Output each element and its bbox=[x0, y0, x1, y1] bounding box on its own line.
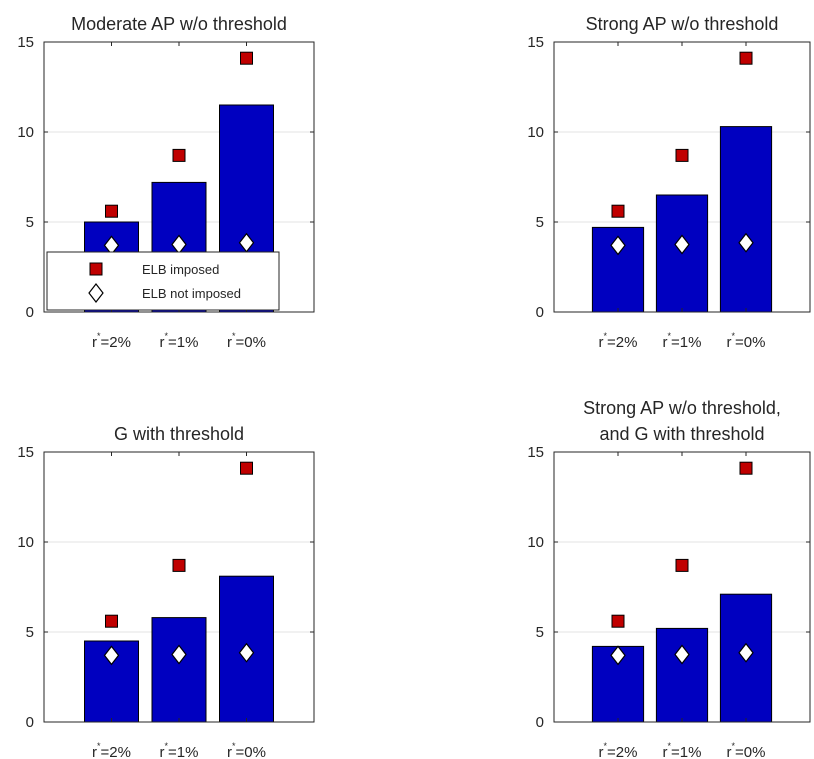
marker-elb-imposed bbox=[611, 614, 625, 628]
bar bbox=[151, 617, 207, 723]
chart-title: Strong AP w/o threshold bbox=[586, 14, 779, 34]
y-tick-label: 0 bbox=[26, 304, 34, 321]
chart-panel-3: 0 5 10 15 r*=2% r*=1% r*=0% G with threshold bbox=[17, 424, 315, 759]
marker-elb-imposed bbox=[675, 148, 689, 162]
y-tick-label: 0 bbox=[536, 714, 544, 731]
x-tick-label: r*=2% bbox=[92, 331, 131, 351]
marker-elb-not-imposed bbox=[610, 235, 626, 256]
y-tick-label: 0 bbox=[536, 304, 544, 321]
marker-elb-imposed bbox=[240, 51, 253, 65]
y-tick-label: 10 bbox=[527, 534, 544, 551]
legend: ELB imposed ELB not imposed bbox=[46, 251, 280, 311]
marker-elb-imposed bbox=[105, 204, 118, 218]
chart-title: Strong AP w/o threshold, bbox=[583, 398, 781, 418]
x-tick-label: r*=1% bbox=[663, 331, 702, 351]
y-tick-label: 15 bbox=[527, 444, 544, 461]
marker-elb-not-imposed bbox=[610, 645, 626, 666]
marker-elb-imposed bbox=[611, 204, 625, 218]
x-tick-label: r*=2% bbox=[599, 331, 638, 351]
chart-panel-2: 0 5 10 15 r*=2% r*=1% r*=0% Strong AP w/o thres… bbox=[527, 14, 811, 351]
bar bbox=[591, 226, 645, 313]
x-tick-label: r*=1% bbox=[160, 331, 199, 351]
y-tick-label: 10 bbox=[527, 124, 544, 141]
y-tick-label: 5 bbox=[536, 214, 544, 231]
x-tick-label: r*=0% bbox=[727, 741, 766, 759]
marker-elb-not-imposed bbox=[103, 645, 120, 666]
x-tick-label: r*=2% bbox=[92, 741, 131, 759]
legend-diamond-icon bbox=[88, 283, 104, 303]
x-tick-label: r*=1% bbox=[160, 741, 199, 759]
marker-elb-imposed bbox=[739, 51, 753, 65]
marker-elb-not-imposed bbox=[738, 642, 754, 663]
y-tick-label: 10 bbox=[17, 534, 34, 551]
x-tick-label: r*=1% bbox=[663, 741, 702, 759]
y-tick-label: 15 bbox=[17, 34, 34, 51]
y-tick-label: 5 bbox=[26, 624, 34, 641]
y-tick-label: 15 bbox=[17, 444, 34, 461]
y-tick-label: 15 bbox=[527, 34, 544, 51]
chart-panel-1: 0 5 10 15 r*=2% r*=1% r*=0% Moderate AP w/o thr… bbox=[17, 14, 315, 351]
y-tick-label: 0 bbox=[26, 714, 34, 731]
legend-square-icon bbox=[89, 262, 103, 276]
marker-elb-not-imposed bbox=[674, 234, 690, 255]
marker-elb-imposed bbox=[172, 148, 186, 162]
y-tick-label: 10 bbox=[17, 124, 34, 141]
bar bbox=[655, 627, 709, 723]
bar bbox=[655, 194, 709, 313]
marker-elb-imposed bbox=[105, 614, 118, 628]
x-tick-label: r*=0% bbox=[227, 331, 266, 351]
legend-box bbox=[46, 251, 280, 311]
y-tick-label: 5 bbox=[26, 214, 34, 231]
y-tick-label: 5 bbox=[536, 624, 544, 641]
chart-title: Moderate AP w/o threshold bbox=[71, 14, 287, 34]
legend-label: ELB not imposed bbox=[142, 286, 241, 301]
marker-elb-not-imposed bbox=[238, 642, 255, 663]
legend-label: ELB imposed bbox=[142, 262, 219, 277]
x-tick-label: r*=2% bbox=[599, 741, 638, 759]
chart-panel-4: 0 5 10 15 r*=2% r*=1% r*=0% Strong AP w/o thres… bbox=[527, 398, 811, 759]
bar bbox=[719, 126, 773, 313]
x-tick-label: r*=0% bbox=[227, 741, 266, 759]
marker-elb-not-imposed bbox=[674, 644, 690, 665]
chart-title: and G with threshold bbox=[599, 424, 764, 444]
marker-elb-imposed bbox=[240, 461, 253, 475]
marker-elb-imposed bbox=[739, 461, 753, 475]
marker-elb-not-imposed bbox=[171, 644, 187, 665]
x-tick-label: r*=0% bbox=[727, 331, 766, 351]
marker-elb-not-imposed bbox=[738, 232, 754, 253]
chart-title: G with threshold bbox=[114, 424, 244, 444]
marker-elb-imposed bbox=[675, 558, 689, 572]
marker-elb-imposed bbox=[172, 558, 186, 572]
